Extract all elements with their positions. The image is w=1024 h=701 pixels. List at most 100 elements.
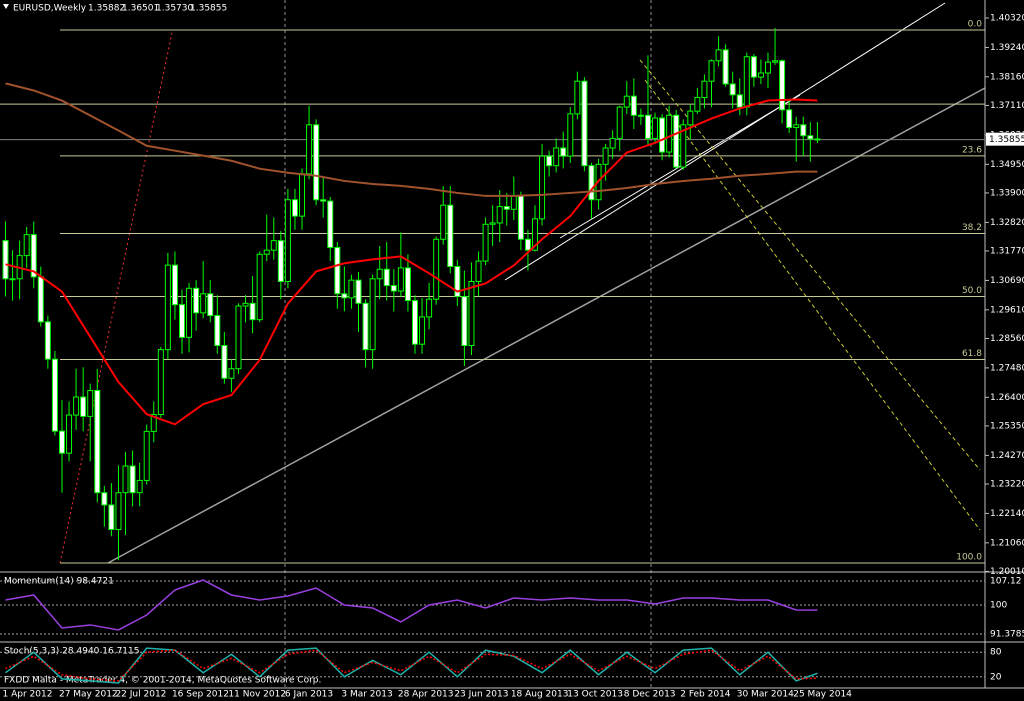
candle-body [588, 165, 595, 201]
candle-body [461, 295, 468, 347]
candle-body [644, 114, 651, 139]
y-tick-label: 91.3785 [990, 630, 1024, 640]
y-tick-label: 107.12 [990, 576, 1022, 586]
x-tick-label: 2 Feb 2014 [680, 690, 731, 700]
candle-body [313, 124, 320, 201]
candle-body [207, 293, 214, 317]
fib-label: 100.0 [956, 553, 982, 563]
candle-body [277, 240, 284, 283]
candle-body [263, 249, 270, 255]
ohlc-low: 1.35730 [156, 4, 193, 14]
candle-body [341, 293, 348, 299]
candle-body [136, 479, 143, 494]
candle-body [37, 276, 44, 323]
candle-body [793, 124, 800, 129]
ohlc-close: 1.35855 [190, 4, 227, 14]
candle-body [715, 49, 722, 62]
candle-body [87, 390, 94, 417]
y-tick-label: 1.32820 [990, 218, 1024, 228]
y-tick-label: 1.21060 [990, 538, 1024, 548]
x-tick-label: 1 Apr 2012 [3, 690, 53, 700]
candle-body [764, 61, 771, 74]
candle-body [666, 114, 673, 153]
candle-body [708, 60, 715, 82]
x-tick-label: 30 Mar 2014 [737, 690, 794, 700]
x-tick-label: 18 Aug 2013 [511, 690, 569, 700]
candle-body [108, 504, 115, 530]
candle-body [553, 147, 560, 167]
x-tick-label: 3 Mar 2013 [341, 690, 392, 700]
candle-body [630, 95, 637, 116]
candle-body [652, 117, 659, 139]
candle-body [623, 95, 630, 108]
fib-label: 50.0 [962, 286, 982, 296]
candle-body [193, 287, 200, 314]
x-tick-label: 28 Apr 2013 [398, 690, 454, 700]
y-tick-label: 1.34950 [990, 160, 1024, 170]
candle-body [729, 83, 736, 96]
ohlc-high: 1.36501 [122, 4, 159, 14]
candle-body [736, 94, 743, 108]
candle-body [757, 72, 764, 78]
candle-body [524, 238, 531, 251]
fib-label: 0.0 [968, 19, 983, 29]
y-tick-label: 20 [990, 672, 1002, 682]
candle-body [482, 223, 489, 262]
candle-body [772, 60, 779, 63]
candle-body [242, 302, 249, 307]
y-tick-label: 1.29610 [990, 305, 1024, 315]
y-tick-label: 1.25350 [990, 421, 1024, 431]
fib-label: 38.2 [962, 223, 982, 233]
candle-body [489, 222, 496, 225]
y-tick-label: 1.31770 [990, 246, 1024, 256]
candle-body [546, 155, 553, 167]
candle-body [23, 234, 30, 257]
candle-body [291, 199, 298, 217]
candle-body [581, 80, 588, 167]
candle-body [750, 56, 757, 78]
candle-body [468, 281, 475, 347]
indicator-line [5, 98, 818, 426]
indicator-title: Momentum(14) 98.4721 [4, 577, 114, 587]
candle-body [390, 285, 397, 292]
candle-body [150, 413, 157, 432]
x-tick-label: 11 Nov 2012 [228, 690, 286, 700]
candle-body [673, 114, 680, 168]
candle-body [722, 49, 729, 85]
candle-body [235, 305, 242, 370]
y-tick-label: 100 [990, 600, 1007, 610]
ohlc-open: 1.35882 [88, 4, 125, 14]
candle-body [574, 80, 581, 115]
candle-body [369, 278, 376, 351]
trend-line [639, 59, 981, 471]
drawings [59, 0, 986, 688]
x-tick-label: 6 Jan 2013 [285, 690, 333, 700]
candle-body [143, 430, 150, 481]
candle-body [433, 238, 440, 300]
y-tick-label: 1.39240 [990, 43, 1024, 53]
candle-body [397, 267, 404, 292]
candle-body [2, 240, 9, 280]
candle-body [51, 358, 58, 432]
candle-body [404, 267, 411, 302]
candle-body [779, 60, 786, 111]
y-tick-label: 1.26400 [990, 393, 1024, 403]
candle-body [680, 124, 687, 168]
candle-body [355, 279, 362, 304]
candle-body [157, 349, 164, 415]
candle-body [94, 390, 101, 494]
indicator-line [5, 82, 818, 197]
candle-body [129, 465, 136, 494]
candle-body [101, 492, 108, 506]
candle-body [73, 396, 80, 416]
menu-arrow[interactable] [3, 4, 9, 9]
candle-body [609, 137, 616, 149]
candle-body [348, 279, 355, 299]
trend-line [644, 79, 981, 531]
y-tick-label: 1.20010 [990, 567, 1024, 577]
candle-body [786, 109, 793, 129]
candle-body [228, 368, 235, 379]
candle-body [517, 195, 524, 240]
y-tick-label: 1.24270 [990, 451, 1024, 461]
